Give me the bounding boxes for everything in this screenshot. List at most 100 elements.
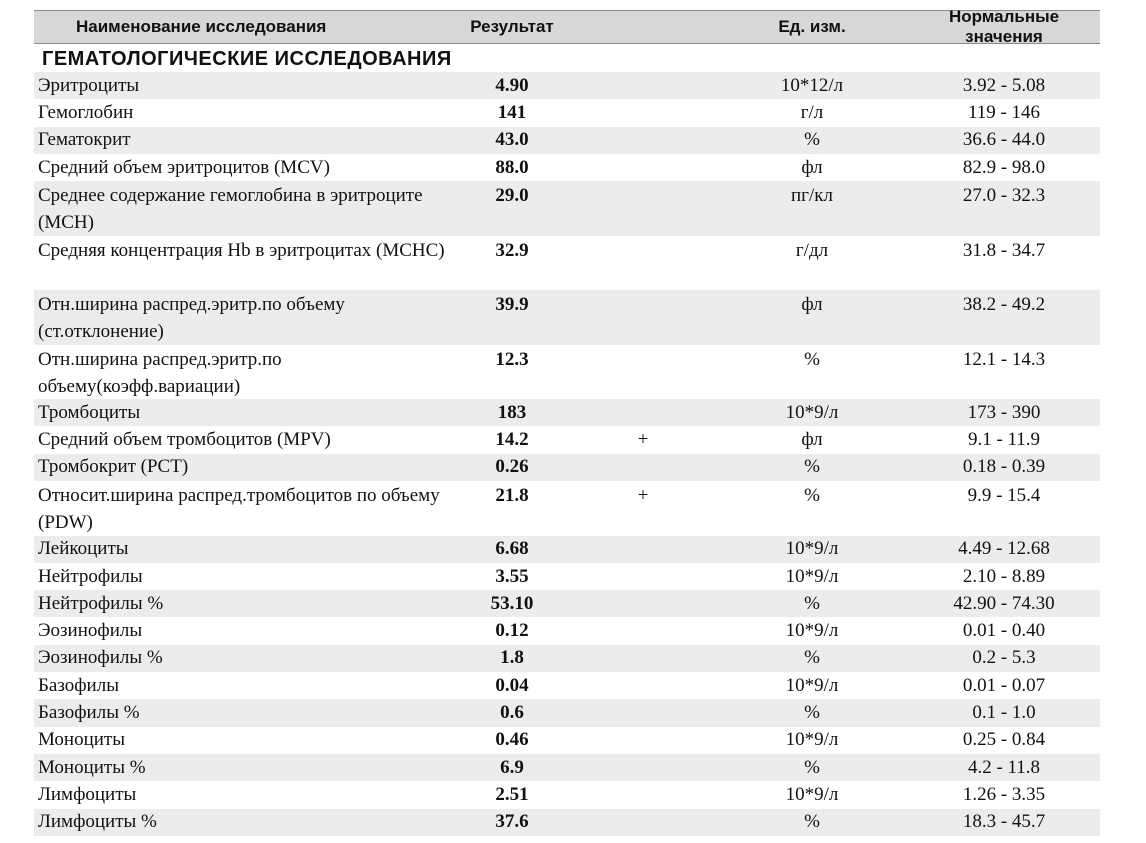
row-name: Моноциты %: [38, 756, 146, 778]
row-result: 32.9: [495, 239, 529, 261]
row-result: 183: [497, 401, 527, 423]
row-norm: 0.01 - 0.07: [962, 674, 1046, 696]
row-norm: 0.18 - 0.39: [962, 456, 1046, 478]
row-name: Среднее содержание гемоглобина в эритроц…: [38, 185, 423, 234]
row-unit: %: [804, 756, 820, 778]
table-row: Моноциты % 6.9% 4.2 - 11.8: [34, 753, 1100, 782]
row-unit: пг/кл: [791, 185, 833, 207]
row-name: Гемоглобин: [38, 101, 134, 123]
row-result: 0.04: [495, 674, 529, 696]
row-unit: %: [804, 811, 820, 833]
row-result: 88.0: [495, 156, 529, 178]
row-unit: %: [804, 647, 820, 669]
table-row: Относит.ширина распред.тромбоцитов по об…: [34, 481, 1100, 536]
table-row: Моноциты 0.46 10*9/л 0.25 - 0.84: [34, 727, 1100, 754]
row-name: Тромбокрит (PCT): [38, 456, 189, 478]
table-row: Эритроциты 4.90 10*12/л 3.92 - 5.08: [34, 72, 1100, 100]
row-name: Тромбоциты: [38, 401, 141, 423]
results-table-body: Эритроциты 4.90 10*12/л 3.92 - 5.08 Гемоглоб…: [34, 72, 1100, 836]
row-unit: 10*9/л: [785, 620, 839, 642]
row-name: Эозинофилы: [38, 620, 143, 642]
row-name: Нейтрофилы: [38, 565, 143, 587]
row-name: Относит.ширина распред.тромбоцитов по об…: [38, 485, 440, 534]
row-result: 21.8: [495, 485, 529, 507]
row-result: 3.55: [495, 565, 529, 587]
row-name: Нейтрофилы %: [38, 592, 164, 614]
row-norm: 9.9 - 15.4: [967, 485, 1041, 507]
row-flag: +: [637, 429, 649, 451]
row-flag: [570, 345, 716, 346]
row-norm: 9.1 - 11.9: [967, 429, 1041, 451]
row-unit: %: [804, 129, 820, 151]
table-row: Лимфоциты % 37.6% 18.3 - 45.7: [34, 808, 1100, 836]
row-flag: [570, 181, 716, 182]
row-norm: 2.10 - 8.89: [962, 565, 1046, 587]
row-norm: 38.2 - 49.2: [962, 294, 1046, 316]
row-name: Базофилы %: [38, 702, 140, 723]
table-row: Нейтрофилы 3.55 10*9/л 2.10 - 8.89: [34, 563, 1100, 590]
row-flag: +: [637, 485, 649, 507]
row-norm: 36.6 - 44.0: [962, 129, 1046, 151]
row-name: Средний объем эритроцитов (MCV): [38, 156, 330, 178]
row-norm: 42.90 - 74.30: [953, 592, 1055, 614]
row-name: Базофилы: [38, 674, 119, 696]
row-unit: 10*9/л: [785, 729, 839, 751]
row-unit: 10*9/л: [785, 674, 839, 696]
table-row: Лимфоциты 2.51 10*9/л 1.26 - 3.35: [34, 781, 1100, 808]
row-norm: 12.1 - 14.3: [962, 348, 1046, 370]
row-name: Гематокрит: [38, 129, 131, 151]
row-norm: 3.92 - 5.08: [962, 74, 1046, 96]
row-unit: фл: [801, 294, 823, 316]
row-name: Лейкоциты: [38, 538, 129, 560]
table-header: Наименование исследования Результат Ед. …: [34, 7, 1100, 46]
table-row: Эозинофилы 0.12 10*9/л 0.01 - 0.40: [34, 617, 1100, 644]
header-unit: Ед. изм.: [778, 17, 846, 36]
row-result: 53.10: [490, 592, 534, 614]
table-row: Нейтрофилы % 53.10% 42.90 - 74.30: [34, 590, 1100, 618]
row-unit: %: [804, 348, 820, 370]
row-norm: 0.25 - 0.84: [962, 729, 1046, 751]
row-norm: 173 - 390: [967, 401, 1041, 423]
table-row: Лейкоциты 6.68 10*9/л 4.49 - 12.68: [34, 535, 1100, 563]
row-name: Лимфоциты: [38, 783, 137, 805]
row-result: 4.90: [495, 74, 529, 96]
row-unit: 10*9/л: [785, 401, 839, 423]
row-name: Отн.ширина распред.эритр.по объему(коэфф…: [38, 348, 282, 397]
header-name: Наименование исследования: [76, 17, 327, 36]
row-norm: 0.01 - 0.40: [962, 620, 1046, 642]
row-result: 1.8: [500, 647, 524, 669]
row-unit: %: [804, 485, 820, 507]
row-unit: 10*9/л: [785, 783, 839, 805]
row-name: Средний объем тромбоцитов (MPV): [38, 429, 331, 451]
row-unit: фл: [801, 156, 823, 178]
table-row: Тромбокрит (PCT) 0.26% 0.18 - 0.39: [34, 453, 1100, 482]
row-result: 0.6: [500, 702, 524, 723]
table-row: Средняя концентрация Hb в эритроцитах (M…: [34, 236, 1100, 291]
row-unit: %: [804, 456, 820, 478]
row-result: 43.0: [495, 129, 529, 151]
table-row: Базофилы 0.04 10*9/л 0.01 - 0.07: [34, 672, 1100, 699]
table-row: Отн.ширина распред.эритр.по объему(коэфф…: [34, 345, 1100, 400]
row-norm: 119 - 146: [967, 101, 1041, 123]
lab-results-sheet: Наименование исследования Результат Ед. …: [34, 7, 1100, 836]
header-result: Результат: [470, 17, 554, 36]
row-unit: %: [804, 702, 820, 723]
row-result: 12.3: [495, 348, 529, 370]
row-norm: 1.26 - 3.35: [962, 783, 1046, 805]
row-result: 14.2: [495, 429, 529, 451]
row-result: 2.51: [495, 783, 529, 805]
row-name: Эритроциты: [38, 74, 140, 96]
row-result: 37.6: [495, 811, 529, 833]
table-row: Гематокрит 43.0% 36.6 - 44.0: [34, 126, 1100, 154]
row-unit: 10*12/л: [780, 74, 844, 96]
row-unit: г/л: [800, 101, 824, 123]
row-result: 39.9: [495, 294, 529, 316]
row-unit: 10*9/л: [785, 565, 839, 587]
row-flag: [570, 290, 716, 291]
row-norm: 18.3 - 45.7: [962, 811, 1046, 833]
table-row: Гемоглобин 141 г/л 119 - 146: [34, 99, 1100, 126]
row-name: Моноциты: [38, 729, 125, 751]
table-row: Отн.ширина распред.эритр.по объему (ст.о…: [34, 290, 1100, 345]
row-unit: г/дл: [795, 239, 829, 261]
row-flag: [570, 236, 716, 237]
